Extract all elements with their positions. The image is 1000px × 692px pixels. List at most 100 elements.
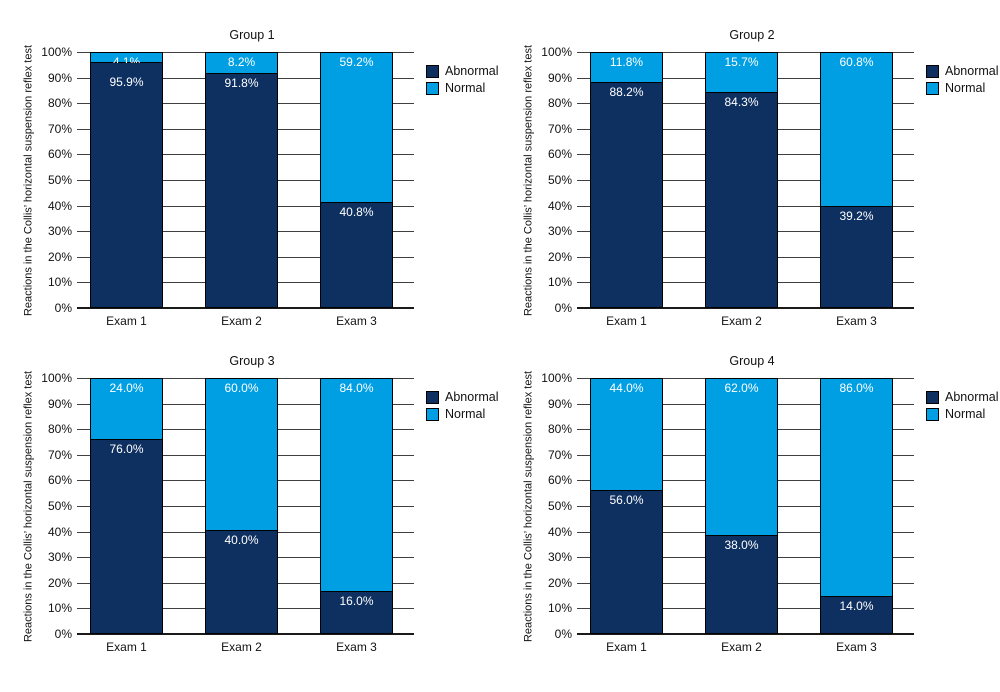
segment-abnormal: 91.8% [206, 73, 277, 307]
bar-value-label: 16.0% [339, 594, 374, 609]
segment-abnormal: 95.9% [91, 63, 162, 307]
legend-label: Abnormal [945, 390, 999, 404]
x-tick-label: Exam 2 [221, 640, 262, 654]
y-tick-label: 10% [47, 275, 72, 290]
chart-panel-group-4: Group 4 Reactions in the Collis’ horizon… [500, 346, 1000, 692]
segment-normal: 84.0% [321, 379, 392, 593]
segment-abnormal: 56.0% [591, 490, 662, 633]
segment-abnormal: 40.0% [206, 531, 277, 633]
segment-abnormal: 38.0% [706, 536, 777, 633]
plot-area: 11.8% 88.2% 15.7% 84.3% 60.8% 39.2% [577, 52, 914, 309]
legend-label: Abnormal [445, 390, 499, 404]
y-tick-labels: 100% 90% 80% 70% 60% 50% 40% 30% 20% 10% 0% [0, 46, 72, 314]
y-tick-label: 80% [547, 96, 572, 111]
abnormal-swatch-icon [926, 64, 939, 78]
y-tick-label: 90% [547, 70, 572, 85]
normal-swatch-icon [926, 407, 939, 421]
legend: Abnormal Normal [926, 390, 999, 424]
chart-title: Group 4 [729, 354, 775, 368]
bar-value-label: 60.0% [224, 381, 259, 395]
x-tick-label: Exam 2 [721, 640, 762, 654]
legend: Abnormal Normal [426, 64, 499, 98]
bar-value-label: 15.7% [724, 55, 759, 69]
plot-area: 44.0% 56.0% 62.0% 38.0% 86.0% 14.0% [577, 378, 914, 635]
y-tick-label: 60% [547, 473, 572, 488]
bar-value-label: 59.2% [339, 55, 374, 69]
legend-label: Normal [445, 407, 486, 421]
y-tick-labels: 100% 90% 80% 70% 60% 50% 40% 30% 20% 10% 0% [500, 46, 572, 314]
y-tick-label: 70% [47, 121, 72, 136]
bar-value-label: 14.0% [839, 599, 874, 614]
chart-panel-group-3: Group 3 Reactions in the Collis’ horizon… [0, 346, 500, 692]
bar-exam-1: 11.8% 88.2% [590, 52, 663, 308]
legend-item-abnormal: Abnormal [426, 64, 499, 78]
legend-item-abnormal: Abnormal [926, 64, 999, 78]
y-tick-label: 50% [47, 173, 72, 187]
y-tick-label: 70% [547, 121, 572, 136]
bar-value-label: 84.3% [724, 94, 759, 109]
x-tick-label: Exam 1 [606, 640, 647, 654]
segment-normal: 4.1% [91, 53, 162, 69]
y-tick-label: 30% [47, 550, 72, 565]
bar-value-label: 38.0% [724, 538, 759, 553]
x-tick-label: Exam 3 [836, 314, 877, 328]
plot-area: 4.1% 95.9% 8.2% 91.8% 59.2% 40.8% [77, 52, 414, 309]
bar-value-label: 88.2% [609, 84, 644, 99]
bar-value-label: 62.0% [724, 381, 759, 395]
x-tick-label: Exam 2 [721, 314, 762, 328]
segment-normal: 60.0% [206, 379, 277, 532]
bars: 11.8% 88.2% 15.7% 84.3% 60.8% 39.2% [590, 52, 893, 308]
y-tick-label: 40% [47, 524, 72, 539]
y-tick-label: 50% [547, 173, 572, 187]
bar-exam-3: 59.2% 40.8% [320, 52, 393, 308]
y-tick-label: 60% [547, 147, 572, 162]
x-axis-labels: Exam 1 Exam 2 Exam 3 [590, 640, 893, 654]
bar-exam-1: 24.0% 76.0% [90, 378, 163, 634]
segment-normal: 24.0% [91, 379, 162, 440]
bar-value-label: 86.0% [839, 381, 874, 395]
legend-label: Normal [945, 81, 986, 95]
abnormal-swatch-icon [426, 64, 439, 78]
plot-area: 24.0% 76.0% 60.0% 40.0% 84.0% 16.0% [77, 378, 414, 635]
bar-value-label: 11.8% [609, 55, 644, 69]
y-tick-label: 40% [547, 524, 572, 539]
y-tick-label: 30% [547, 224, 572, 239]
bar-value-label: 56.0% [609, 492, 644, 507]
y-tick-label: 90% [547, 396, 572, 411]
y-tick-label: 50% [547, 499, 572, 513]
y-tick-label: 10% [547, 275, 572, 290]
bars: 4.1% 95.9% 8.2% 91.8% 59.2% 40.8% [90, 52, 393, 308]
y-tick-label: 50% [47, 499, 72, 513]
y-tick-labels: 100% 90% 80% 70% 60% 50% 40% 30% 20% 10% 0% [500, 372, 572, 640]
bar-value-label: 44.0% [609, 381, 644, 395]
y-tick-label: 70% [547, 447, 572, 462]
x-axis-labels: Exam 1 Exam 2 Exam 3 [90, 314, 393, 328]
y-tick-label: 70% [47, 447, 72, 462]
y-tick-labels: 100% 90% 80% 70% 60% 50% 40% 30% 20% 10% 0% [0, 372, 72, 640]
y-tick-label: 100% [41, 45, 72, 59]
bar-value-label: 24.0% [109, 381, 144, 395]
legend-label: Normal [945, 407, 986, 421]
chart-title: Group 1 [229, 28, 275, 42]
x-axis-labels: Exam 1 Exam 2 Exam 3 [90, 640, 393, 654]
legend: Abnormal Normal [926, 64, 999, 98]
chart-title: Group 3 [229, 354, 275, 368]
bar-exam-3: 60.8% 39.2% [820, 52, 893, 308]
y-tick-label: 80% [47, 96, 72, 111]
y-tick-label: 20% [547, 249, 572, 264]
y-tick-label: 30% [547, 550, 572, 565]
y-tick-label: 0% [54, 301, 72, 315]
bars: 44.0% 56.0% 62.0% 38.0% 86.0% 14.0% [590, 378, 893, 634]
normal-swatch-icon [426, 407, 439, 421]
segment-abnormal: 16.0% [321, 592, 392, 633]
x-tick-label: Exam 3 [836, 640, 877, 654]
bar-value-label: 40.8% [339, 205, 374, 220]
x-tick-label: Exam 1 [606, 314, 647, 328]
y-tick-label: 0% [554, 301, 572, 315]
x-axis-labels: Exam 1 Exam 2 Exam 3 [590, 314, 893, 328]
y-tick-label: 20% [547, 575, 572, 590]
abnormal-swatch-icon [926, 390, 939, 404]
y-tick-label: 80% [47, 422, 72, 437]
legend-item-normal: Normal [926, 407, 999, 421]
